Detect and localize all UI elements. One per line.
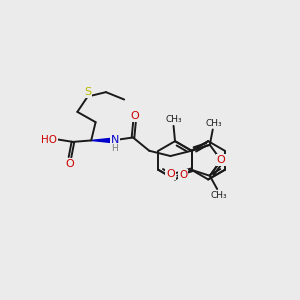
- Text: S: S: [84, 87, 91, 97]
- Text: N: N: [111, 135, 119, 146]
- Text: O: O: [179, 170, 188, 180]
- Text: O: O: [130, 111, 139, 121]
- Text: CH₃: CH₃: [165, 115, 182, 124]
- Text: O: O: [217, 155, 225, 165]
- Text: O: O: [166, 169, 175, 179]
- Polygon shape: [91, 138, 111, 142]
- Text: HO: HO: [41, 134, 57, 145]
- Text: O: O: [66, 159, 74, 169]
- Text: H: H: [111, 144, 118, 153]
- Text: CH₃: CH₃: [210, 191, 227, 200]
- Text: CH₃: CH₃: [206, 118, 223, 127]
